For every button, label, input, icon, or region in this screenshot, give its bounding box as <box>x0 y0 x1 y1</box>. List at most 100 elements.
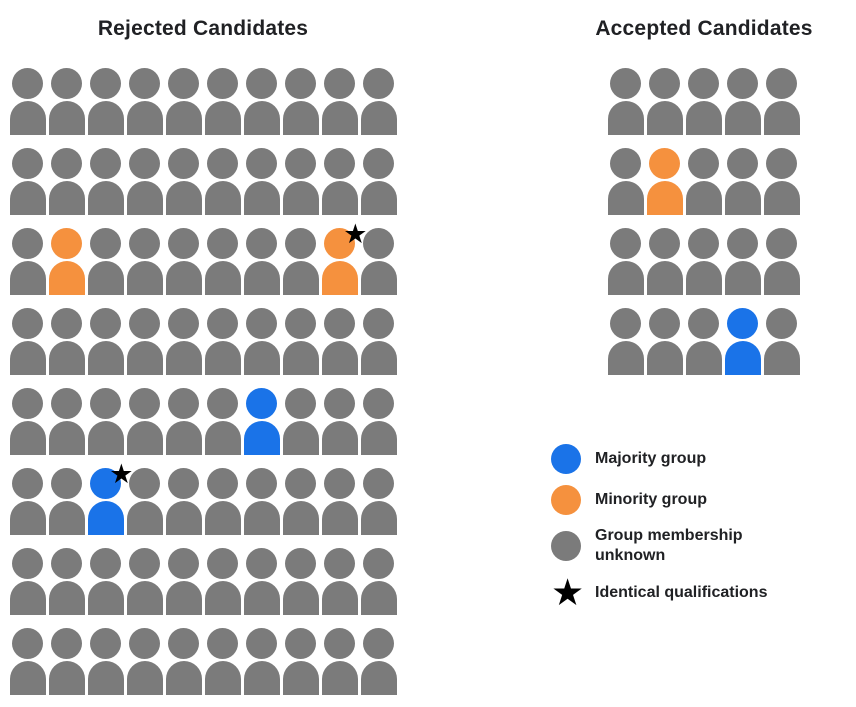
person-torso <box>165 581 202 615</box>
person-icon-unknown <box>126 308 163 375</box>
person-icon-unknown <box>87 308 124 375</box>
person-icon-unknown <box>126 468 163 535</box>
person-head <box>51 68 82 99</box>
person-torso <box>204 261 241 295</box>
person-head <box>90 308 121 339</box>
legend-label: Identical qualifications <box>595 583 768 601</box>
person-icon-unknown <box>282 388 319 455</box>
person-torso <box>165 661 202 695</box>
person-torso <box>9 101 46 135</box>
person-icon-unknown <box>126 628 163 695</box>
person-head <box>12 148 43 179</box>
person-torso <box>204 661 241 695</box>
person-head <box>51 388 82 419</box>
person-icon-majority <box>724 308 761 375</box>
person-icon-unknown <box>87 68 124 135</box>
person-torso <box>685 261 722 295</box>
person-icon-unknown <box>724 148 761 215</box>
person-icon-unknown <box>9 148 46 215</box>
person-head <box>363 68 394 99</box>
person-icon-unknown <box>165 308 202 375</box>
person-torso <box>48 661 85 695</box>
person-torso <box>204 101 241 135</box>
person-icon-unknown <box>48 388 85 455</box>
person-head <box>12 548 43 579</box>
rejected-candidates-grid: ★ ★ <box>8 68 398 707</box>
person-icon-unknown <box>685 308 722 375</box>
person-head <box>610 228 641 259</box>
person-torso <box>321 421 358 455</box>
person-torso <box>126 581 163 615</box>
person-head <box>363 468 394 499</box>
unknown-circle-icon <box>551 531 581 562</box>
person-torso <box>724 261 761 295</box>
person-torso <box>9 341 46 375</box>
person-torso <box>9 581 46 615</box>
person-icon-unknown <box>204 148 241 215</box>
person-icon-unknown <box>607 308 644 375</box>
person-torso <box>126 341 163 375</box>
person-head <box>285 308 316 339</box>
person-torso <box>48 421 85 455</box>
person-torso <box>243 421 280 455</box>
person-icon-unknown <box>607 228 644 295</box>
person-torso <box>48 181 85 215</box>
person-head <box>285 548 316 579</box>
person-icon-unknown <box>204 68 241 135</box>
person-head <box>285 148 316 179</box>
person-torso <box>685 101 722 135</box>
person-icon-unknown <box>763 308 800 375</box>
person-torso <box>282 341 319 375</box>
person-torso <box>282 261 319 295</box>
person-head <box>285 388 316 419</box>
person-torso <box>685 181 722 215</box>
person-torso <box>243 101 280 135</box>
person-icon-unknown <box>165 228 202 295</box>
person-torso <box>9 181 46 215</box>
person-head <box>90 228 121 259</box>
person-head <box>766 148 797 179</box>
person-icon-unknown <box>724 228 761 295</box>
person-icon-unknown <box>48 548 85 615</box>
person-icon-unknown <box>204 628 241 695</box>
person-torso <box>243 341 280 375</box>
person-icon-unknown <box>9 308 46 375</box>
person-head <box>285 68 316 99</box>
person-torso <box>646 261 683 295</box>
person-head <box>324 468 355 499</box>
person-icon-unknown <box>87 228 124 295</box>
legend: Majority group Minority group Group member… <box>551 444 813 611</box>
person-head <box>649 148 680 179</box>
person-icon-unknown <box>646 228 683 295</box>
majority-circle-icon <box>551 444 581 474</box>
person-icon-unknown <box>724 68 761 135</box>
person-head <box>246 388 277 419</box>
legend-item-star: ★ Identical qualifications <box>551 574 813 611</box>
person-icon-unknown <box>126 388 163 455</box>
person-torso <box>87 261 124 295</box>
person-icon-unknown <box>204 308 241 375</box>
person-head <box>207 468 238 499</box>
person-icon-unknown <box>204 468 241 535</box>
person-icon-unknown <box>360 548 397 615</box>
person-icon-unknown <box>165 388 202 455</box>
accepted-candidates-grid <box>606 68 801 388</box>
person-head <box>207 148 238 179</box>
person-torso <box>126 181 163 215</box>
person-torso <box>243 261 280 295</box>
person-head <box>51 228 82 259</box>
person-torso <box>360 421 397 455</box>
person-icon-unknown <box>48 468 85 535</box>
person-head <box>766 308 797 339</box>
person-head <box>90 468 121 499</box>
person-head <box>727 308 758 339</box>
person-head <box>727 68 758 99</box>
person-head <box>90 548 121 579</box>
person-icon-unknown <box>360 68 397 135</box>
person-torso <box>763 101 800 135</box>
person-icon-minority <box>48 228 85 295</box>
person-head <box>90 388 121 419</box>
person-head <box>246 468 277 499</box>
person-icon-unknown <box>360 628 397 695</box>
